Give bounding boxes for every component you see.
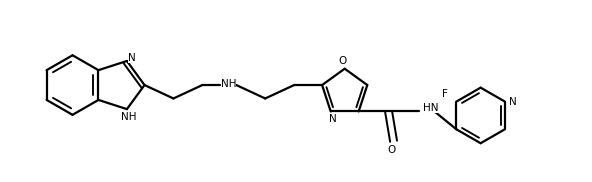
Text: N: N — [128, 53, 136, 63]
Text: HN: HN — [423, 104, 438, 114]
Text: O: O — [387, 145, 395, 155]
Text: NH: NH — [221, 79, 236, 89]
Text: N: N — [329, 114, 337, 124]
Text: O: O — [339, 56, 347, 66]
Text: F: F — [442, 89, 448, 99]
Text: N: N — [509, 96, 517, 106]
Text: NH: NH — [121, 112, 137, 122]
